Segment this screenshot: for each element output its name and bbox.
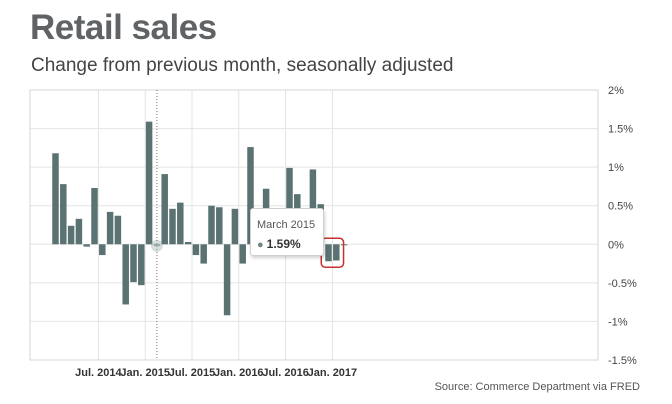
bar-aug-2016[interactable]	[286, 167, 293, 245]
bar-mar-2016[interactable]	[247, 147, 254, 245]
x-tick-label: Jul. 2014	[75, 367, 122, 379]
tooltip-value: 1.59%	[266, 237, 301, 251]
source-note: Source: Commerce Department via FRED	[434, 381, 640, 393]
y-tick-label: -0.5%	[608, 278, 637, 290]
bar-jun-2014[interactable]	[83, 244, 90, 247]
bar-jan-2016[interactable]	[231, 208, 239, 245]
bar-apr-2015[interactable]	[161, 174, 168, 245]
y-tick-label: -1.5%	[608, 355, 637, 367]
bar-jan-2015[interactable]	[138, 244, 145, 286]
y-tick-label: 2%	[608, 85, 624, 97]
bar-jul-2015[interactable]	[184, 241, 192, 245]
bar-feb-2016[interactable]	[239, 244, 246, 264]
x-tick-label: Jan. 2017	[308, 367, 358, 379]
y-tick-label: 1%	[608, 162, 624, 174]
bar-jul-2014[interactable]	[91, 187, 98, 245]
plot-frame	[29, 89, 599, 361]
bar-aug-2015[interactable]	[192, 244, 200, 256]
chart-title: Retail sales	[30, 8, 217, 47]
bar-sep-2015[interactable]	[200, 244, 207, 264]
y-axis-ticks: 2% 1.5% 1% 0.5% 0% -0.5% -1% -1.5%	[608, 85, 637, 367]
y-tick-label: 1.5%	[608, 124, 633, 136]
bar-nov-2015[interactable]	[216, 207, 223, 245]
bar-feb-2014[interactable]	[52, 153, 59, 245]
x-tick-label: Jan. 2015	[120, 367, 170, 379]
series-dot-icon: ●	[257, 239, 264, 251]
bar-feb-2017[interactable]	[333, 244, 340, 261]
bar-jun-2015[interactable]	[177, 202, 184, 245]
bar-oct-2015[interactable]	[208, 205, 215, 245]
y-tick-label: -1%	[608, 316, 628, 328]
bar-apr-2014[interactable]	[67, 225, 75, 245]
tooltip-label: March 2015	[257, 219, 316, 231]
bar-jan-2017[interactable]	[325, 244, 332, 262]
bar-feb-2015[interactable]	[145, 121, 153, 245]
y-tick-label: 0%	[608, 239, 624, 251]
bar-nov-2014[interactable]	[122, 244, 129, 305]
bar-oct-2014[interactable]	[114, 215, 122, 245]
hover-point-halo	[150, 239, 163, 252]
chart-subtitle: Change from previous month, seasonally a…	[31, 55, 454, 76]
bar-dec-2015[interactable]	[223, 244, 231, 316]
bar-mar-2015[interactable]	[153, 244, 161, 246]
x-tick-label: Jul. 2016	[262, 367, 308, 379]
bar-dec-2014[interactable]	[130, 244, 137, 283]
bar-nov-2016[interactable]	[309, 169, 317, 245]
bar-may-2015[interactable]	[169, 208, 176, 245]
bar-mar-2014[interactable]	[60, 184, 67, 245]
y-tick-label: 0.5%	[608, 201, 633, 213]
bar-aug-2014[interactable]	[99, 244, 106, 256]
tooltip: March 2015 ● 1.59%	[250, 208, 324, 256]
x-tick-label: Jul. 2015	[169, 367, 215, 379]
bar-sep-2014[interactable]	[106, 211, 114, 245]
tooltip-value-row: ● 1.59%	[257, 237, 301, 251]
bar-may-2014[interactable]	[75, 218, 83, 245]
x-tick-label: Jan. 2016	[214, 367, 264, 379]
